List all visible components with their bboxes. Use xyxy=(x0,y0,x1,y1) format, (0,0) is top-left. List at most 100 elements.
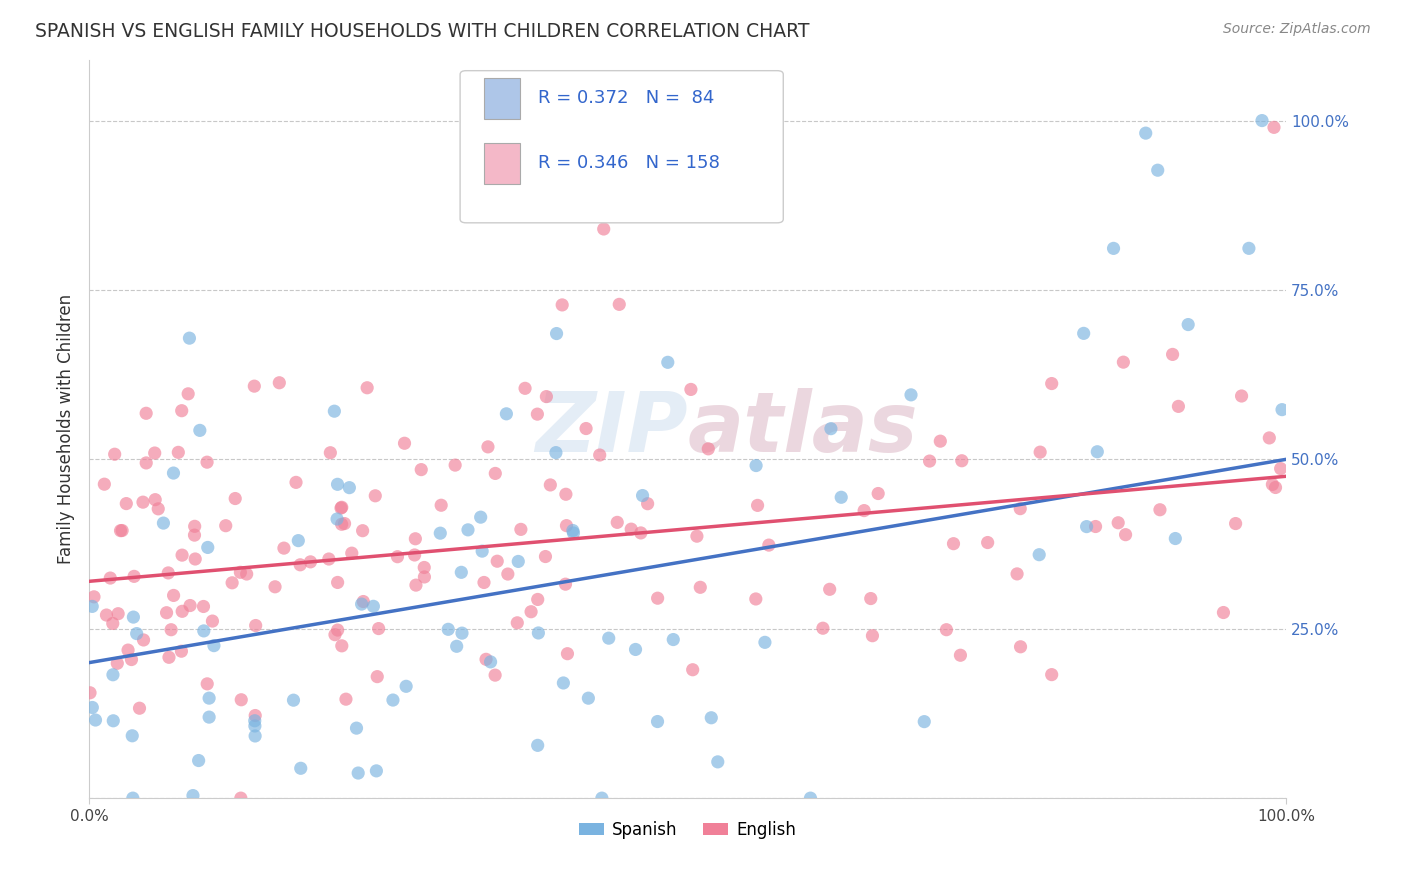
Point xyxy=(484,467,506,481)
Point xyxy=(1149,502,1171,516)
Point xyxy=(93,477,115,491)
Point xyxy=(181,789,204,803)
Point xyxy=(475,652,498,666)
Point xyxy=(394,436,416,450)
Point xyxy=(243,714,266,728)
Point xyxy=(356,381,378,395)
Point xyxy=(1040,667,1063,681)
Point xyxy=(859,591,882,606)
Point xyxy=(591,791,613,805)
Point xyxy=(697,442,720,456)
Point xyxy=(598,631,620,645)
Point xyxy=(949,648,972,663)
Point xyxy=(366,764,388,778)
Point xyxy=(509,522,531,536)
Text: R = 0.346   N = 158: R = 0.346 N = 158 xyxy=(538,154,720,172)
Point xyxy=(135,456,157,470)
Point xyxy=(624,642,647,657)
Point xyxy=(1107,516,1129,530)
Point xyxy=(700,711,723,725)
Point xyxy=(630,525,652,540)
Point xyxy=(122,610,145,624)
Point xyxy=(364,489,387,503)
Point xyxy=(820,422,842,436)
Point xyxy=(575,421,598,435)
Point xyxy=(79,686,101,700)
Point xyxy=(451,626,474,640)
Point xyxy=(326,575,349,590)
Point xyxy=(1010,501,1032,516)
Point xyxy=(404,532,426,546)
Point xyxy=(538,478,561,492)
Point xyxy=(506,615,529,630)
Legend: Spanish, English: Spanish, English xyxy=(572,814,803,846)
Point xyxy=(562,526,585,541)
Point xyxy=(1167,400,1189,414)
Point xyxy=(1261,477,1284,491)
Point xyxy=(1164,532,1187,546)
Point xyxy=(162,466,184,480)
Point xyxy=(198,710,221,724)
Point xyxy=(330,501,353,516)
Point xyxy=(104,447,127,461)
Point xyxy=(231,692,253,706)
Point xyxy=(101,667,124,681)
Point xyxy=(853,503,876,517)
Point xyxy=(117,643,139,657)
Point xyxy=(1084,519,1107,533)
Point xyxy=(183,528,205,542)
Point xyxy=(105,657,128,671)
Point xyxy=(188,423,211,437)
Point xyxy=(84,713,107,727)
Point xyxy=(606,516,628,530)
Point xyxy=(546,326,568,341)
Point xyxy=(82,599,104,614)
Point xyxy=(283,693,305,707)
Point xyxy=(187,754,209,768)
Point xyxy=(157,650,180,665)
Point xyxy=(111,524,134,538)
Point xyxy=(745,591,768,606)
Point xyxy=(513,381,536,395)
Point xyxy=(918,454,941,468)
Point xyxy=(183,519,205,533)
Point xyxy=(98,571,121,585)
Point xyxy=(526,739,548,753)
Point xyxy=(477,440,499,454)
Point xyxy=(1230,389,1253,403)
Point xyxy=(273,541,295,555)
Point xyxy=(1270,461,1292,475)
Point xyxy=(405,578,427,592)
Point xyxy=(387,549,409,564)
Point xyxy=(177,387,200,401)
Point xyxy=(799,791,821,805)
Point xyxy=(179,599,201,613)
Point xyxy=(103,714,125,728)
Point xyxy=(352,524,374,538)
Point xyxy=(647,714,669,729)
FancyBboxPatch shape xyxy=(460,70,783,223)
Point xyxy=(527,626,550,640)
Point xyxy=(326,512,349,526)
Point xyxy=(179,331,201,345)
Point xyxy=(167,445,190,459)
Point xyxy=(1237,241,1260,255)
Point xyxy=(754,635,776,649)
Point xyxy=(132,632,155,647)
Point xyxy=(245,708,267,723)
Point xyxy=(148,501,170,516)
Point xyxy=(285,475,308,490)
Point xyxy=(155,606,177,620)
Point xyxy=(429,526,451,541)
Point xyxy=(935,623,957,637)
Point xyxy=(686,529,709,543)
Point xyxy=(128,701,150,715)
Point xyxy=(544,445,567,459)
Point xyxy=(1271,402,1294,417)
Point xyxy=(413,560,436,574)
Point xyxy=(404,548,426,562)
Point xyxy=(620,522,643,536)
Point xyxy=(589,448,612,462)
Point xyxy=(679,383,702,397)
Point xyxy=(1010,640,1032,654)
